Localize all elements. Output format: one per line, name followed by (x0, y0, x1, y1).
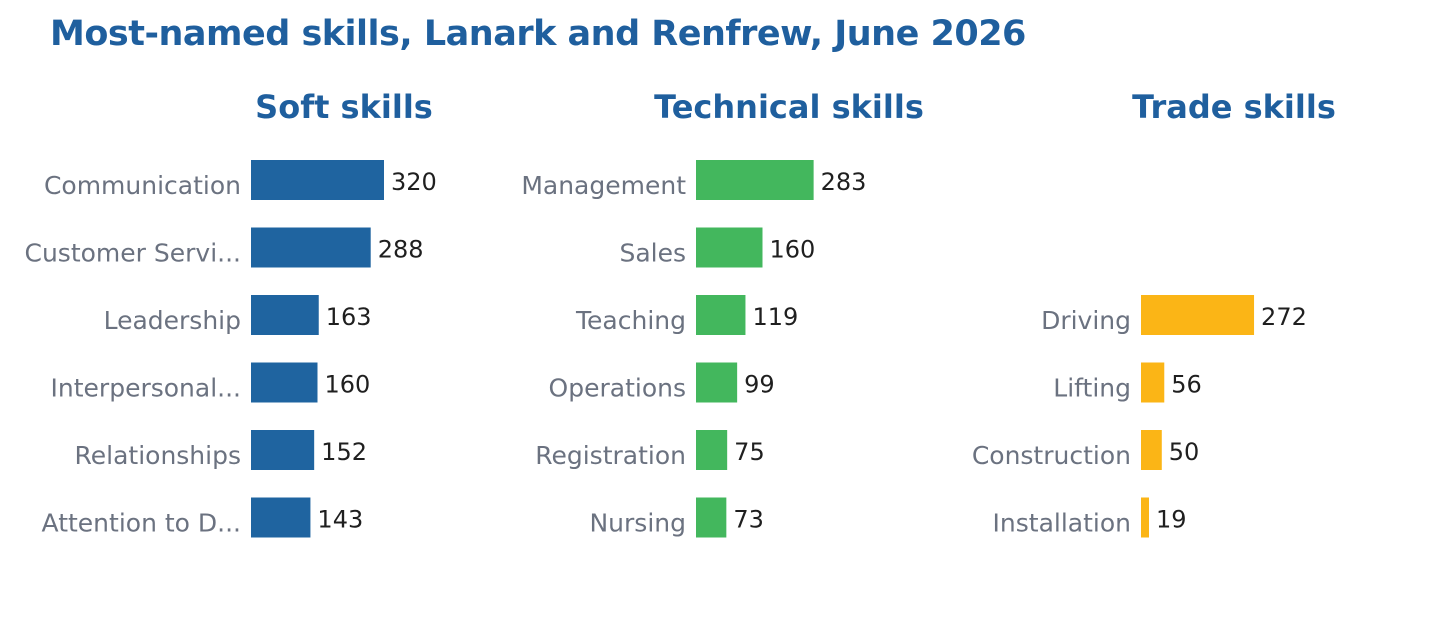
bar (696, 362, 738, 403)
panel-title: Technical skills (654, 88, 924, 126)
category-label: Teaching (575, 306, 686, 335)
bar (251, 430, 315, 470)
bar (696, 160, 814, 200)
bar (696, 295, 746, 335)
value-label: 160 (770, 236, 816, 264)
bar (1141, 295, 1255, 335)
bar (696, 497, 727, 538)
category-label: Management (521, 171, 686, 200)
bar (251, 295, 319, 335)
value-label: 73 (733, 506, 764, 534)
value-label: 50 (1169, 438, 1200, 466)
value-label: 272 (1261, 303, 1307, 331)
value-label: 99 (744, 371, 775, 399)
value-label: 75 (734, 438, 765, 466)
value-label: 119 (752, 303, 798, 331)
category-label: Construction (972, 441, 1131, 470)
category-label: Attention to D... (42, 509, 241, 538)
value-label: 56 (1171, 371, 1202, 399)
bar (1141, 362, 1165, 403)
bar (251, 497, 311, 538)
bar (1141, 430, 1162, 470)
value-label: 152 (321, 438, 367, 466)
bar (251, 227, 371, 268)
category-label: Driving (1041, 306, 1131, 335)
value-label: 19 (1156, 506, 1187, 534)
category-label: Communication (44, 171, 241, 200)
category-label: Leadership (104, 306, 241, 335)
category-label: Sales (619, 239, 686, 268)
value-label: 283 (821, 168, 867, 196)
panel-title: Soft skills (255, 88, 433, 126)
category-label: Operations (549, 374, 686, 403)
value-label: 320 (391, 168, 437, 196)
category-label: Customer Servi... (25, 239, 242, 268)
chart-title: Most-named skills, Lanark and Renfrew, J… (50, 14, 1026, 54)
category-label: Lifting (1053, 374, 1131, 403)
category-label: Installation (993, 509, 1131, 538)
category-label: Nursing (589, 509, 686, 538)
value-label: 288 (378, 236, 424, 264)
category-label: Relationships (75, 441, 242, 470)
bar (1141, 497, 1149, 538)
panel-title: Trade skills (1132, 88, 1336, 126)
bar (251, 362, 318, 403)
category-label: Registration (535, 441, 686, 470)
bar (696, 430, 728, 470)
value-label: 160 (325, 371, 371, 399)
bar (696, 227, 763, 268)
category-label: Interpersonal... (51, 374, 241, 403)
value-label: 143 (317, 506, 363, 534)
bar (251, 160, 384, 200)
value-label: 163 (326, 303, 372, 331)
